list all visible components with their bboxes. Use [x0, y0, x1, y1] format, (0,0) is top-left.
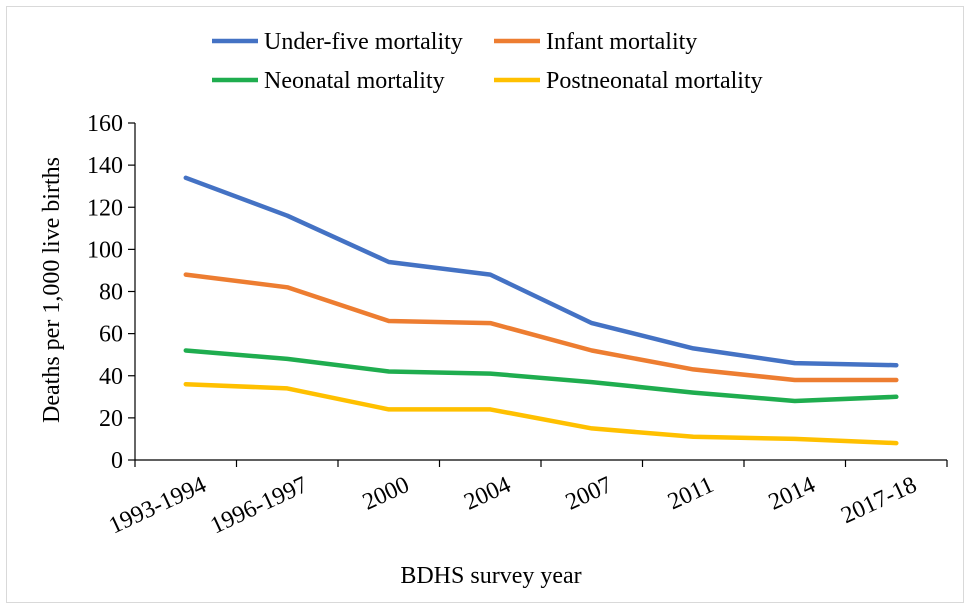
- x-axis-title: BDHS survey year: [400, 563, 581, 589]
- y-tick-label: 80: [99, 280, 123, 306]
- series-line-2: [183, 272, 899, 383]
- legend-label-2: Infant mortality: [546, 29, 697, 55]
- x-tick-label: 2011: [664, 472, 718, 515]
- x-tick-label: 1996-1997: [207, 472, 312, 540]
- x-tick-label: 2004: [460, 472, 514, 516]
- y-tick-label: 60: [99, 322, 123, 348]
- series-line-4: [183, 381, 899, 446]
- y-tick-label: 0: [111, 448, 123, 474]
- line-chart: Under-five mortality Infant mortality Neon…: [39, 29, 948, 589]
- x-tick-label: 1993-1994: [105, 472, 210, 540]
- x-tick-label: 2000: [359, 472, 413, 516]
- legend: Under-five mortality Infant mortality Neon…: [212, 29, 763, 94]
- x-tick-label: 2007: [562, 472, 616, 516]
- y-tick-label: 160: [87, 111, 123, 137]
- y-tick-label: 100: [87, 237, 123, 263]
- series-line-3: [183, 348, 899, 404]
- legend-label-4: Postneonatal mortality: [546, 68, 763, 94]
- series-line-1: [183, 175, 899, 368]
- chart-frame: Under-five mortality Infant mortality Neon…: [6, 6, 964, 603]
- legend-label-1: Under-five mortality: [264, 29, 463, 55]
- legend-label-3: Neonatal mortality: [264, 68, 445, 94]
- x-tick-label: 2014: [765, 472, 819, 516]
- y-tick-label: 120: [87, 195, 123, 221]
- y-axis-title: Deaths per 1,000 live births: [39, 157, 65, 423]
- x-tick-label: 2017-18: [837, 472, 920, 529]
- y-tick-label: 140: [87, 153, 123, 179]
- y-tick-label: 40: [99, 364, 123, 390]
- plot-area: [183, 175, 899, 446]
- y-tick-label: 20: [99, 406, 123, 432]
